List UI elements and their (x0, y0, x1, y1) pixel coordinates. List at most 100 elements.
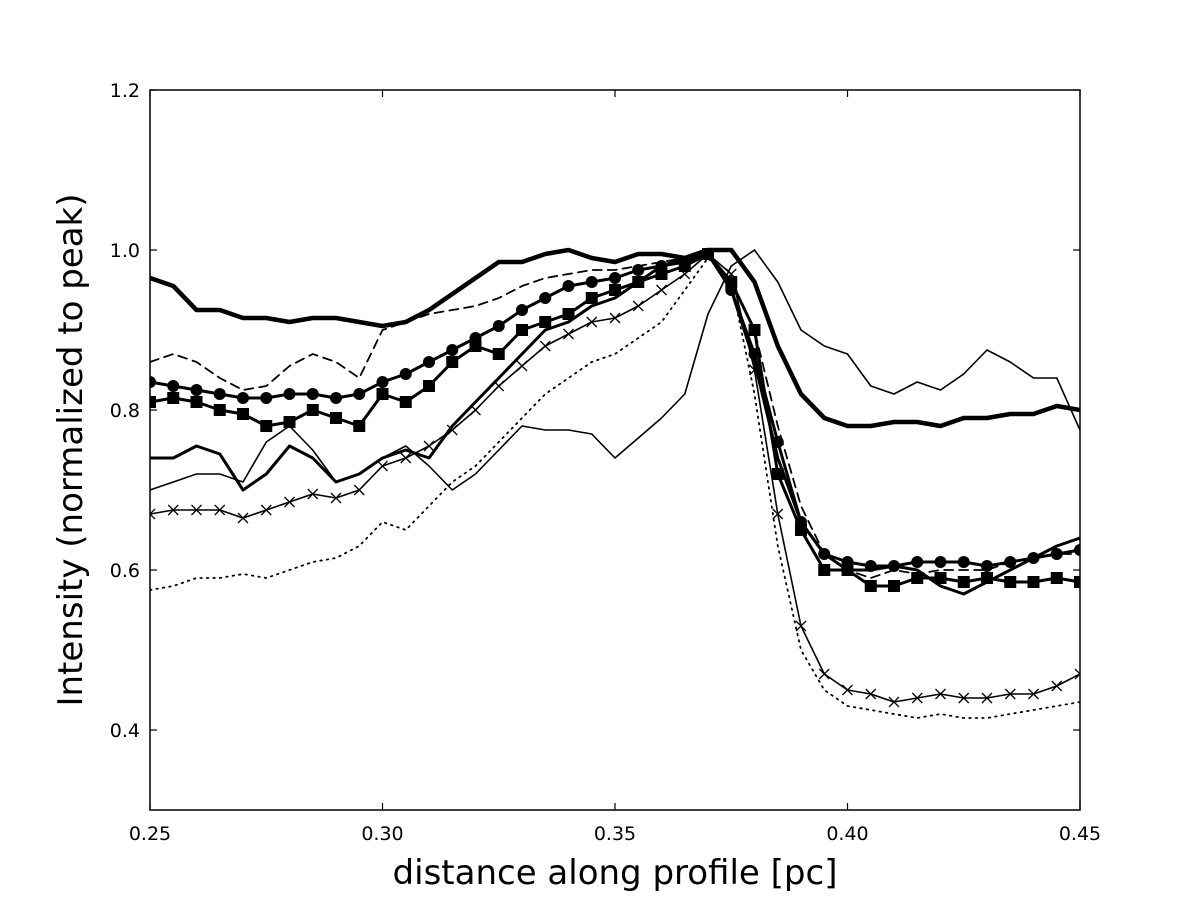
series-3-point (446, 344, 459, 356)
series-line-6 (150, 249, 1080, 491)
x-axis-label: distance along profile [pc] (393, 853, 838, 893)
series-7-point (772, 508, 784, 520)
series-4-point (260, 420, 273, 432)
y-axis-label: Intensity (normalized to peak) (51, 193, 91, 706)
x-tick-label: 0.25 (129, 823, 171, 845)
series-4-point (469, 340, 482, 352)
series-7-point (702, 248, 714, 260)
series-4-point (330, 412, 342, 424)
series-7-point (470, 404, 481, 416)
y-tick-label: 0.8 (110, 400, 140, 422)
series-layer (150, 247, 1080, 719)
series-7-point (1074, 668, 1080, 680)
series-4-point (864, 580, 877, 592)
series-7-point (353, 484, 365, 496)
series-7-point (632, 300, 644, 312)
series-3-point (330, 392, 342, 404)
series-4-point (911, 572, 924, 584)
series-line-8 (150, 257, 1080, 719)
series-7-point (818, 668, 830, 680)
series-4-point (655, 268, 668, 280)
series-3-point (353, 388, 366, 400)
series-7-point (679, 268, 691, 280)
series-3-point (492, 320, 505, 332)
y-tick-label: 1.0 (110, 240, 140, 262)
series-4-point (446, 356, 459, 368)
series-3-point (260, 392, 273, 404)
series-4-point (934, 572, 947, 584)
series-4-point (1050, 572, 1063, 584)
series-4-point (213, 404, 226, 416)
y-tick-label: 0.4 (110, 720, 140, 742)
series-7-point (330, 492, 342, 504)
series-4-point (678, 260, 691, 272)
series-4-point (492, 348, 505, 360)
series-7-point (609, 312, 621, 324)
series-4-point (516, 324, 528, 336)
series-4-point (888, 580, 900, 592)
series-4-point (150, 396, 156, 408)
series-7-point (167, 504, 179, 516)
series-4-point (562, 308, 575, 320)
series-4-point (818, 564, 831, 576)
series-3-point (167, 380, 180, 392)
series-7-point (237, 512, 249, 524)
series-3-point (376, 376, 389, 388)
series-7-point (958, 692, 970, 704)
series-3-point (306, 388, 319, 400)
series-4-point (376, 388, 389, 400)
series-3-point (562, 280, 575, 292)
series-4-point (585, 292, 598, 304)
x-tick-label: 0.45 (1059, 823, 1101, 845)
series-7-point (1028, 688, 1039, 700)
series-3-point (423, 356, 435, 368)
series-4-point (539, 316, 552, 328)
series-4-point (167, 392, 180, 404)
series-7-point (191, 504, 202, 516)
series-4-point (609, 284, 621, 296)
series-7-point (423, 440, 435, 452)
series-4-point (771, 468, 784, 480)
x-tick-label: 0.30 (361, 823, 403, 845)
series-4-point (306, 404, 319, 416)
series-3-point (213, 388, 226, 400)
series-4-point (1027, 576, 1040, 588)
series-4-point (423, 380, 435, 392)
series-7-point (307, 488, 319, 500)
series-7-point (865, 688, 877, 700)
series-7-point (911, 692, 923, 704)
series-3-point (911, 556, 924, 568)
series-7-point (539, 340, 551, 352)
series-3-point (237, 392, 249, 404)
series-7-point (260, 504, 272, 516)
series-7-point (377, 460, 388, 472)
series-3-point (1074, 544, 1080, 556)
series-7-point (888, 696, 900, 708)
series-4-point (399, 396, 412, 408)
series-7-point (150, 508, 156, 520)
series-7-point (446, 424, 458, 436)
series-7-point (493, 380, 505, 392)
series-4-point (748, 324, 761, 336)
series-7-point (516, 360, 528, 372)
series-3-point (399, 368, 412, 380)
series-4-point (1074, 576, 1080, 588)
series-7-point (935, 688, 946, 700)
ticks-layer: 0.25 0.30 0.35 0.40 0.45 0.4 0.6 0.8 1.0 1.2 (110, 80, 1101, 845)
series-3-point (150, 376, 156, 388)
series-3-point (981, 560, 993, 572)
series-4-point (190, 396, 203, 408)
y-tick-label: 0.6 (110, 560, 140, 582)
series-line-1 (150, 247, 1080, 429)
series-3-point (1004, 556, 1017, 568)
x-tick-label: 0.40 (826, 823, 868, 845)
series-4-point (283, 416, 296, 428)
series-3-point (190, 384, 203, 396)
series-3-point (609, 272, 621, 284)
series-7-point (563, 328, 574, 340)
y-tick-label: 1.2 (110, 80, 140, 102)
series-7-point (981, 692, 993, 704)
series-line-5 (150, 252, 1080, 596)
